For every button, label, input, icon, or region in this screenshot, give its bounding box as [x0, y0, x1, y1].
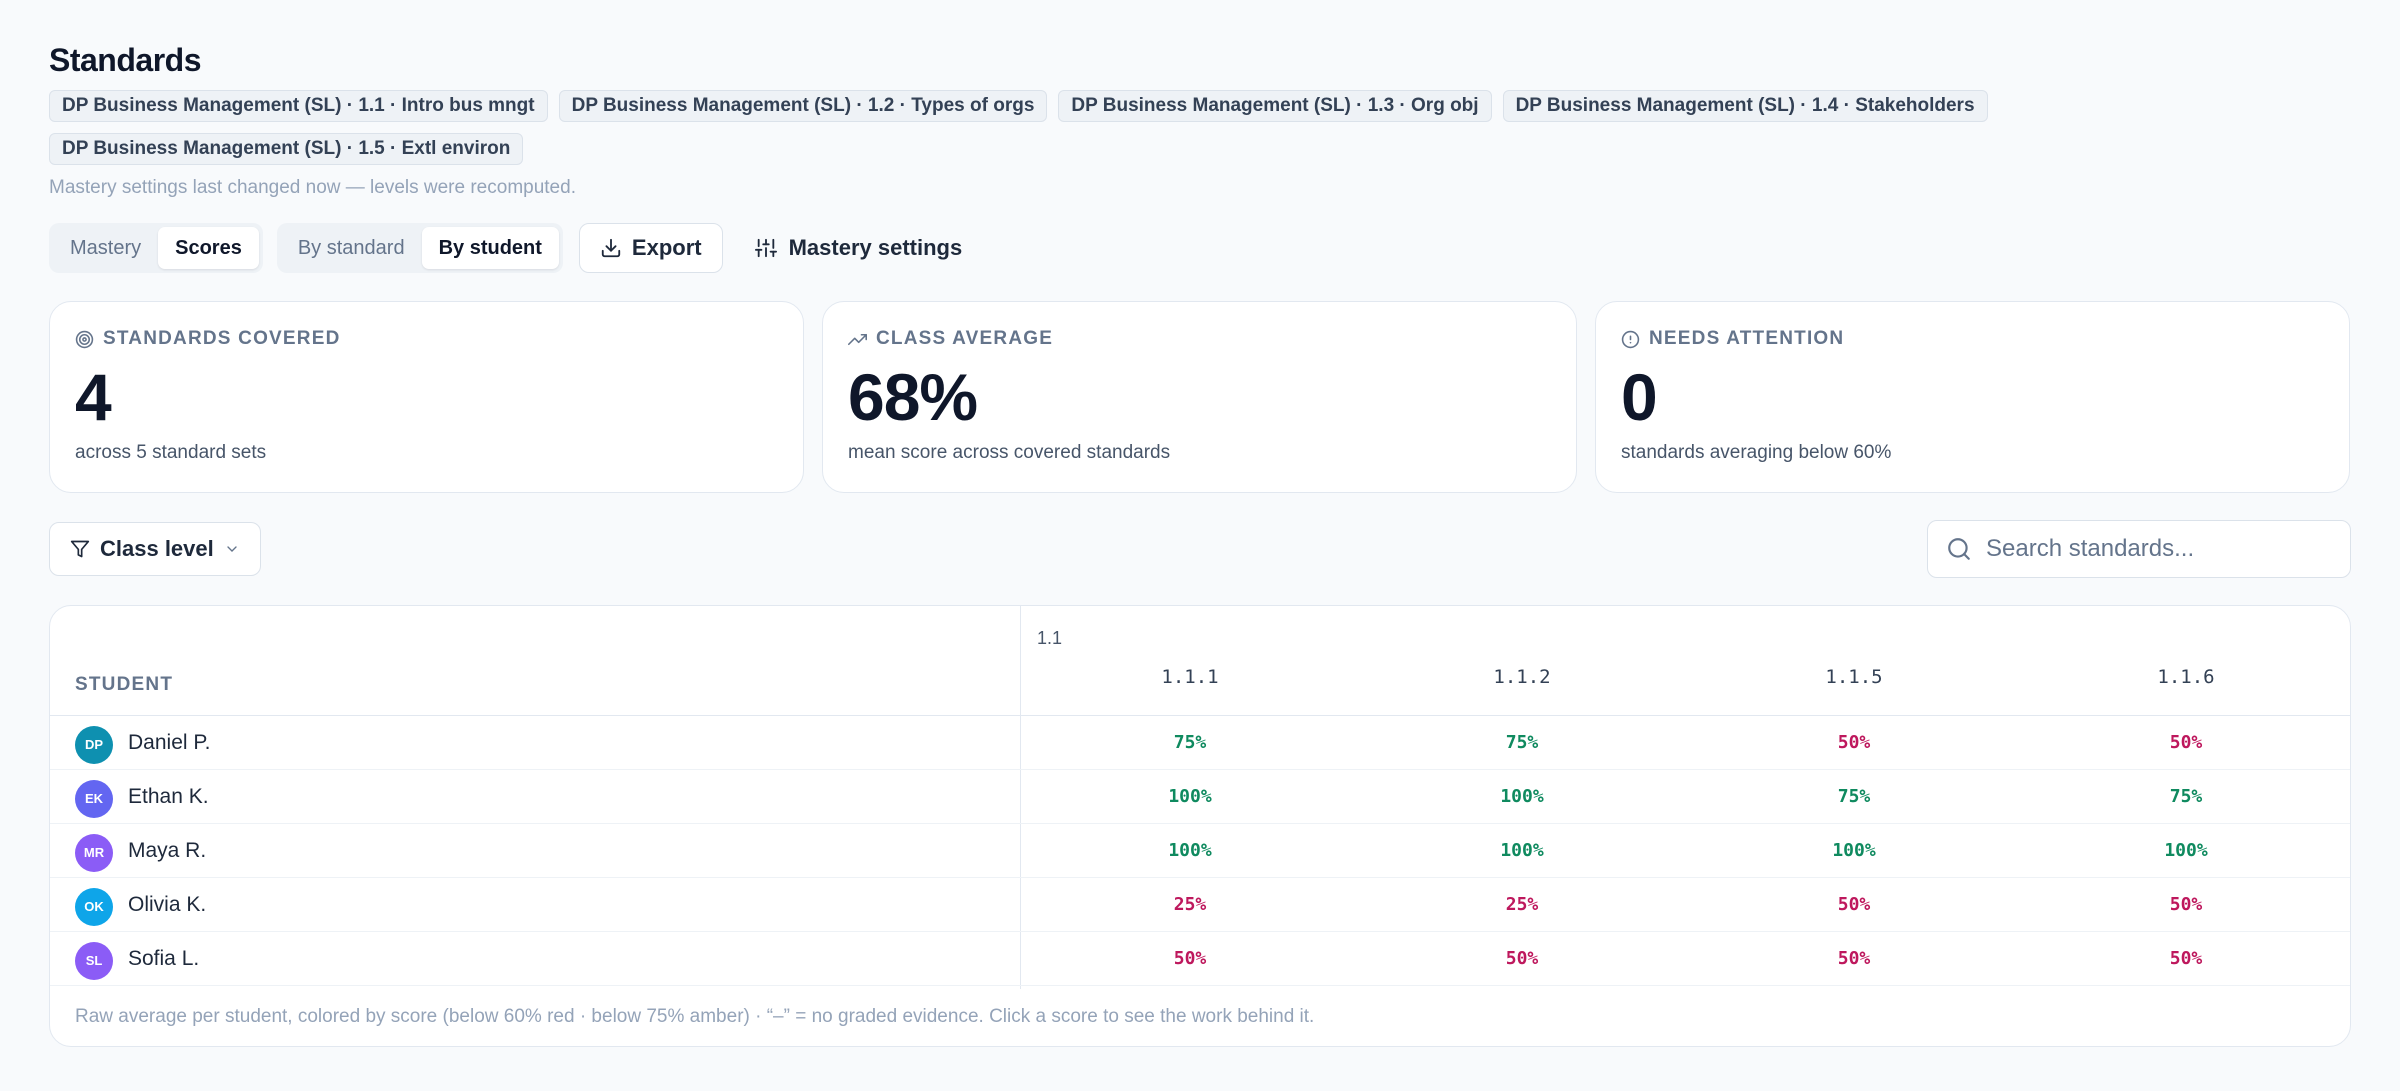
sliders-icon [754, 238, 777, 258]
score-cell[interactable]: 50% [2169, 732, 2203, 753]
student-name[interactable]: Ethan K. [128, 785, 209, 808]
score-cell[interactable]: 50% [1837, 732, 1871, 753]
standard-group-label: 1.1 [1037, 628, 1063, 648]
standard-set-chip[interactable]: DP Business Management (SL) · 1.2 · Type… [558, 90, 1048, 122]
stat-label: STANDARDS COVERED [103, 328, 341, 349]
student-name[interactable]: Sofia L. [128, 947, 200, 970]
standard-set-chip[interactable]: DP Business Management (SL) · 1.3 · Org … [1058, 90, 1492, 122]
stat-value: 4 [75, 360, 112, 434]
stat-card-header: CLASS AVERAGE [848, 328, 1551, 350]
score-cell[interactable]: 75% [1505, 732, 1539, 753]
stat-card-needs-attention: NEEDS ATTENTION 0 standards averaging be… [1595, 301, 2350, 493]
mastery-settings-button[interactable]: Mastery settings [737, 223, 981, 273]
table-row: EK Ethan K. 100% 100% 75% 75% [50, 770, 2350, 824]
standards-page: Standards DP Business Management (SL) · … [49, 40, 2351, 1047]
score-cell[interactable]: 50% [2169, 894, 2203, 915]
stat-value: 0 [1621, 360, 1658, 434]
score-cell[interactable]: 100% [1168, 786, 1212, 807]
class-level-filter[interactable]: Class level [49, 522, 261, 576]
table-row: OK Olivia K. 25% 25% 50% 50% [50, 878, 2350, 932]
score-cell[interactable]: 75% [1837, 786, 1871, 807]
table-header: STUDENT 1.1 1.1.1 1.1.2 1.1.5 1.1.6 [50, 606, 2350, 716]
mastery-settings-label: Mastery settings [788, 235, 963, 260]
mastery-settings-note: Mastery settings last changed now — leve… [49, 177, 576, 198]
trending-up-icon [848, 333, 867, 345]
score-cell[interactable]: 50% [1173, 948, 1207, 969]
table-row: SL Sofia L. 50% 50% 50% 50% [50, 932, 2350, 986]
alert-circle-icon [1621, 330, 1640, 348]
avatar: DP [75, 726, 113, 764]
student-name[interactable]: Maya R. [128, 839, 207, 862]
table-row: MR Maya R. 100% 100% 100% 100% [50, 824, 2350, 878]
standard-set-chips: DP Business Management (SL) · 1.1 · Intr… [49, 90, 1999, 165]
stat-card-standards-covered: STANDARDS COVERED 4 across 5 standard se… [49, 301, 804, 493]
score-cell[interactable]: 50% [1837, 894, 1871, 915]
scores-table: STUDENT 1.1 1.1.1 1.1.2 1.1.5 1.1.6 DP Da… [49, 605, 2351, 1047]
avatar: OK [75, 888, 113, 926]
export-label: Export [631, 235, 702, 260]
score-cell[interactable]: 100% [1500, 786, 1544, 807]
score-cell[interactable]: 100% [1500, 840, 1544, 861]
stat-card-header: STANDARDS COVERED [75, 328, 778, 350]
avatar: MR [75, 834, 113, 872]
page-title: Standards [49, 42, 201, 78]
stat-subtext: across 5 standard sets [75, 442, 267, 463]
toolbar: Mastery Scores By standard By student Ex… [49, 223, 2351, 273]
tab-by-student[interactable]: By student [421, 227, 559, 269]
standard-set-chip[interactable]: DP Business Management (SL) · 1.1 · Intr… [49, 90, 548, 122]
export-button[interactable]: Export [578, 223, 723, 273]
score-cell[interactable]: 25% [1173, 894, 1207, 915]
view-toggle: Mastery Scores [49, 223, 263, 273]
student-name[interactable]: Olivia K. [128, 893, 207, 916]
standard-column-header[interactable]: 1.1.5 [1825, 666, 1883, 688]
search-box [1927, 520, 2351, 578]
standard-set-chip[interactable]: DP Business Management (SL) · 1.4 · Stak… [1502, 90, 1988, 122]
score-cell[interactable]: 25% [1505, 894, 1539, 915]
class-level-label: Class level [100, 536, 214, 561]
student-column-header: STUDENT [75, 674, 174, 695]
standard-column-header[interactable]: 1.1.2 [1493, 666, 1551, 688]
tab-scores[interactable]: Scores [158, 227, 259, 269]
score-cell[interactable]: 50% [1505, 948, 1539, 969]
table-footnote: Raw average per student, colored by scor… [75, 1006, 1315, 1027]
score-cell[interactable]: 100% [1168, 840, 1212, 861]
score-cell[interactable]: 100% [1832, 840, 1876, 861]
standard-column-header[interactable]: 1.1.6 [2157, 666, 2215, 688]
avatar: EK [75, 780, 113, 818]
stat-label: CLASS AVERAGE [876, 328, 1054, 349]
standard-set-chip[interactable]: DP Business Management (SL) · 1.5 · Extl… [49, 133, 524, 165]
table-row: DP Daniel P. 75% 75% 50% 50% [50, 716, 2350, 770]
score-cell[interactable]: 75% [1173, 732, 1207, 753]
table-body: DP Daniel P. 75% 75% 50% 50% EK Ethan K. 100% 100… [50, 716, 2350, 986]
score-cell[interactable]: 50% [1837, 948, 1871, 969]
stat-cards: STANDARDS COVERED 4 across 5 standard se… [49, 301, 2351, 493]
stat-card-header: NEEDS ATTENTION [1621, 328, 2324, 350]
tab-by-standard[interactable]: By standard [297, 237, 405, 259]
score-cell[interactable]: 75% [2169, 786, 2203, 807]
score-cell[interactable]: 100% [2164, 840, 2208, 861]
search-input[interactable] [1986, 535, 2326, 563]
filter-row: Class level [49, 520, 2351, 578]
stat-subtext: mean score across covered standards [848, 442, 1171, 463]
stat-card-class-average: CLASS AVERAGE 68% mean score across cove… [822, 301, 1577, 493]
standard-column-header[interactable]: 1.1.1 [1161, 666, 1219, 688]
column-divider [1020, 606, 1021, 989]
search-icon [1948, 538, 1970, 560]
download-icon [601, 238, 621, 258]
filter-icon [70, 540, 90, 558]
grouping-toggle: By standard By student [276, 223, 563, 273]
stat-subtext: standards averaging below 60% [1621, 442, 1892, 463]
avatar: SL [75, 942, 113, 980]
chevron-down-icon [227, 546, 237, 552]
stat-value: 68% [848, 360, 978, 434]
stat-label: NEEDS ATTENTION [1649, 328, 1845, 349]
score-cell[interactable]: 50% [2169, 948, 2203, 969]
target-icon [75, 330, 94, 348]
student-name[interactable]: Daniel P. [128, 731, 211, 754]
tab-mastery[interactable]: Mastery [70, 237, 142, 259]
